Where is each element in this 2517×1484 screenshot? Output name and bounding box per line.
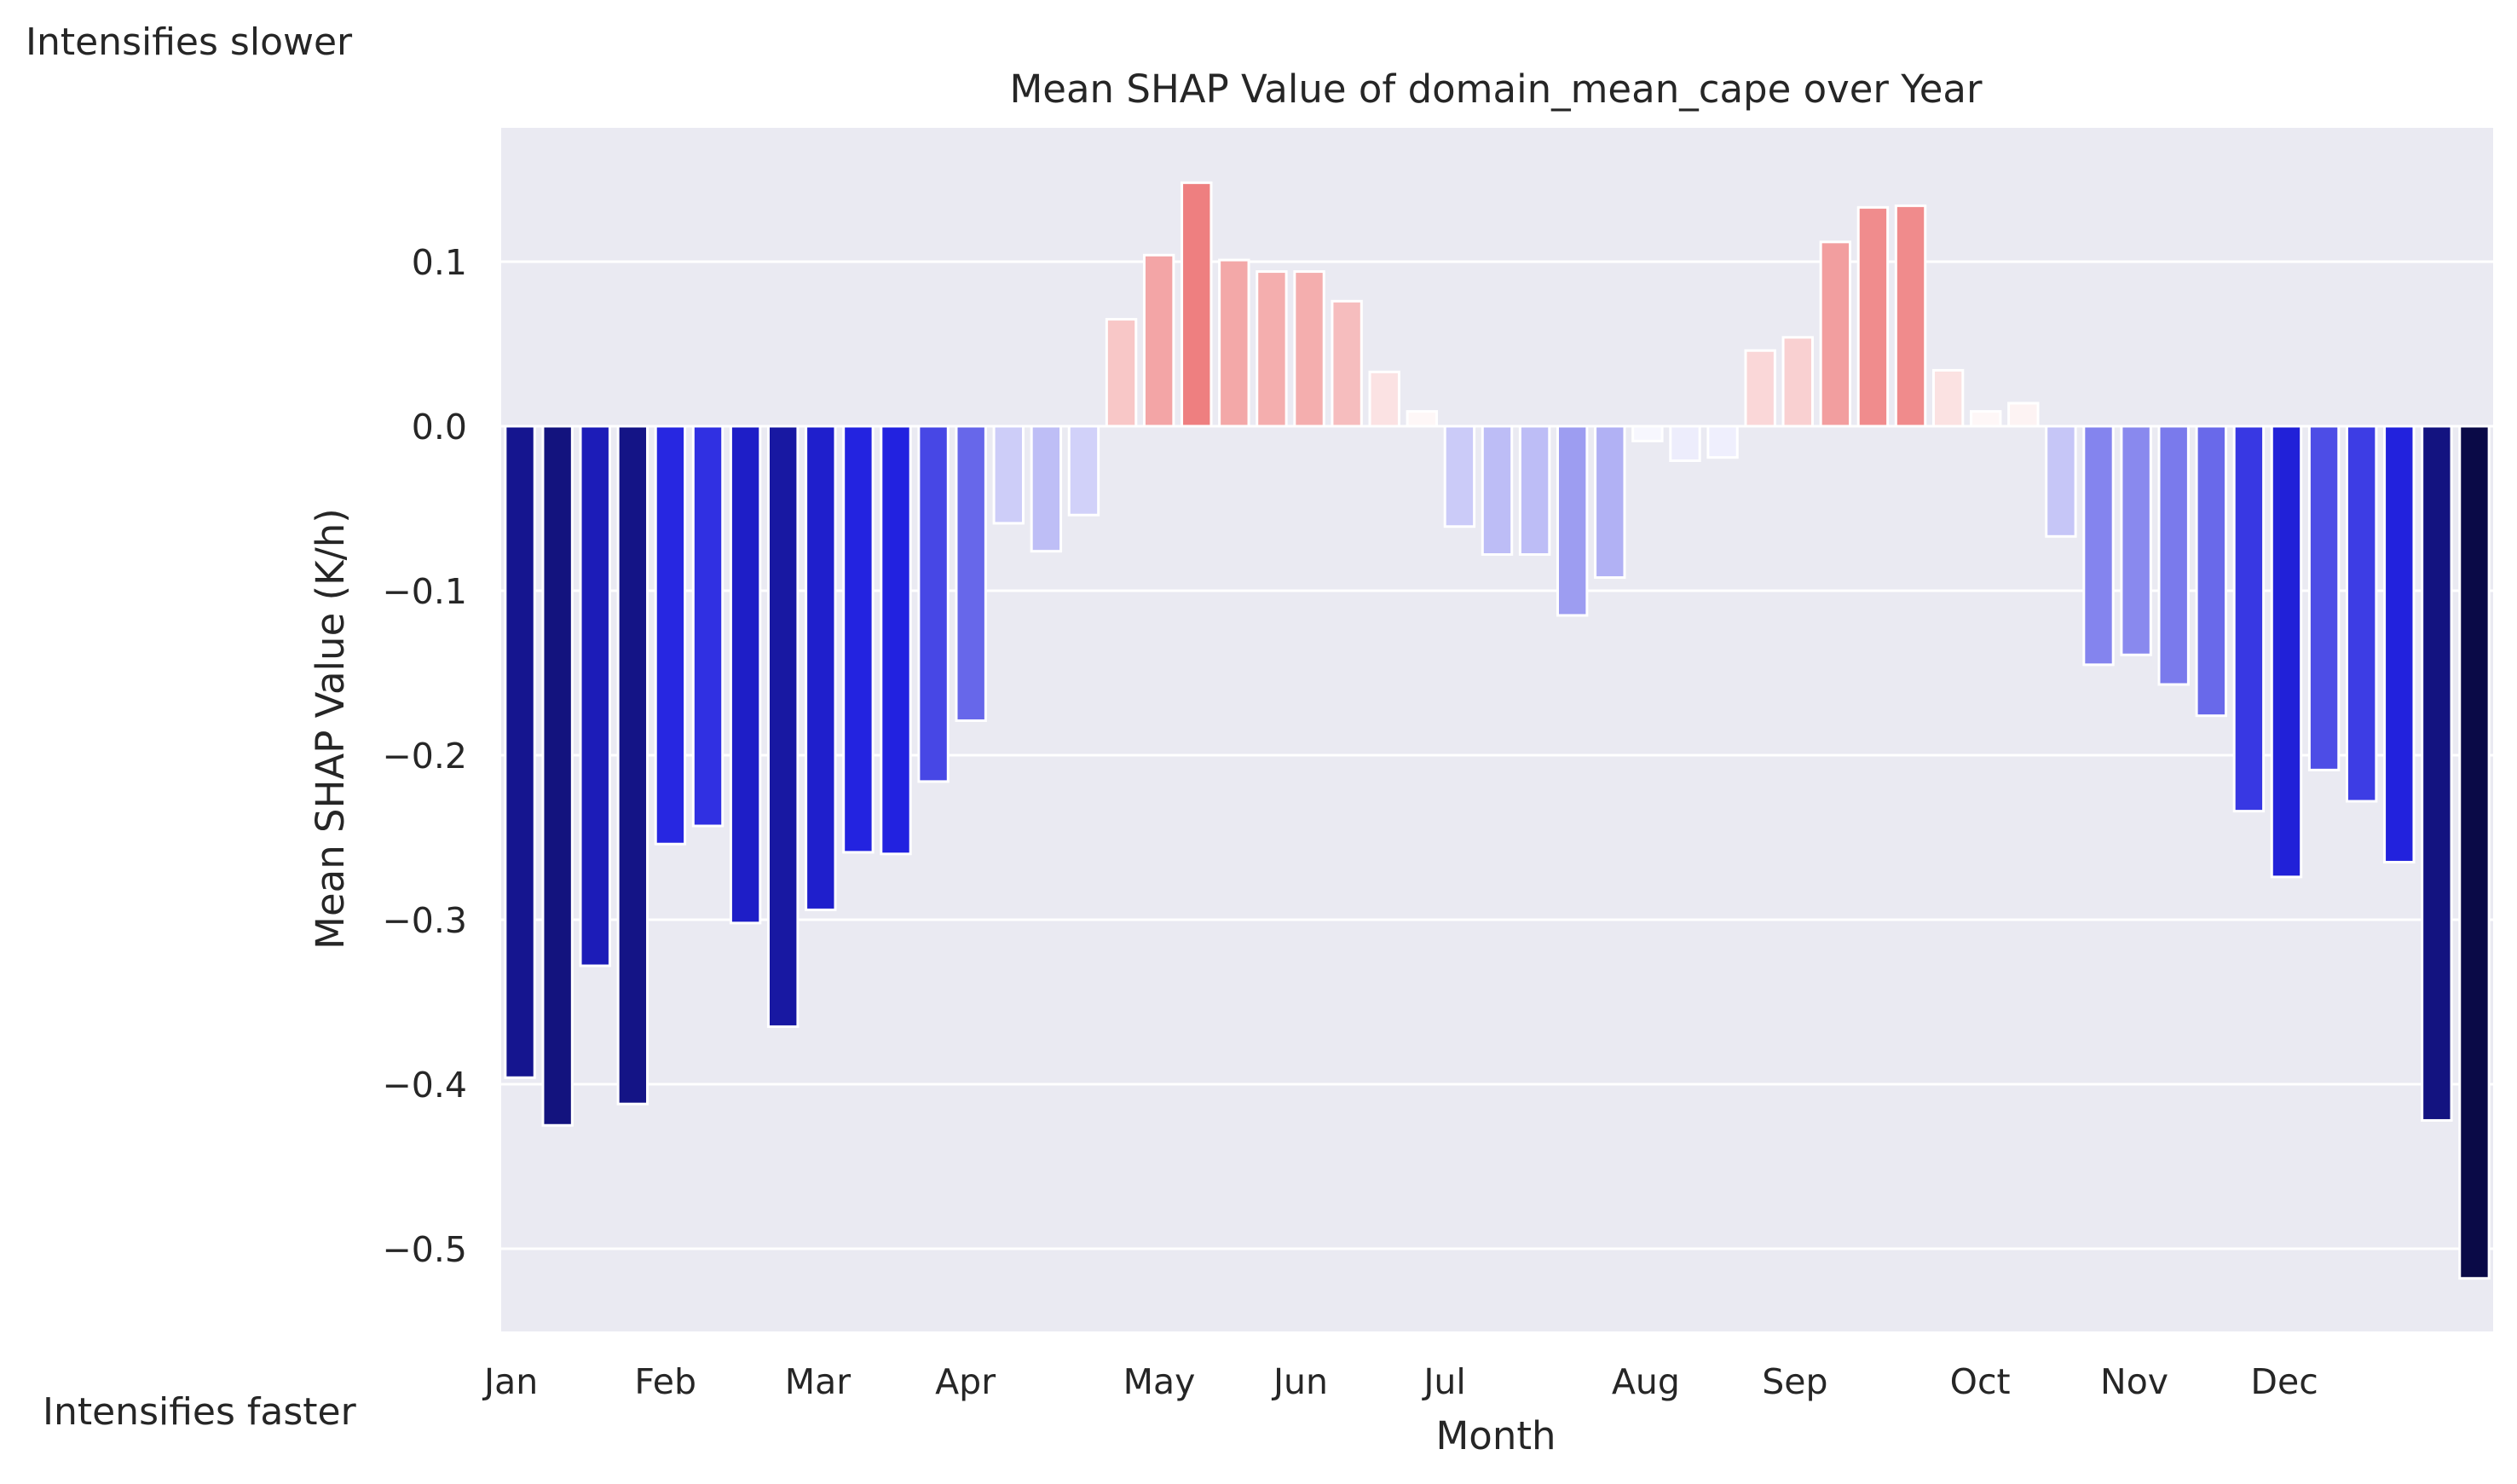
x-axis-label: Month: [1435, 1413, 1556, 1458]
bar: [504, 424, 536, 1079]
bar: [579, 424, 611, 967]
bar: [1706, 424, 1739, 459]
bar: [2421, 424, 2453, 1122]
bar: [1931, 368, 1965, 428]
y-tick-label: −0.3: [382, 900, 467, 941]
bar: [1970, 410, 2002, 428]
bar: [2307, 424, 2341, 771]
bar: [1631, 424, 1664, 442]
x-tick-label-may: May: [1123, 1361, 1196, 1402]
x-tick-label-dec: Dec: [2250, 1361, 2318, 1402]
bar: [880, 424, 912, 856]
x-tick-label-feb: Feb: [634, 1361, 696, 1402]
bar: [842, 424, 875, 854]
bar: [1744, 349, 1776, 428]
x-tick-label-jun: Jun: [1271, 1361, 1328, 1402]
plot-area: [501, 128, 2493, 1331]
bar: [1594, 424, 1626, 580]
bar: [1256, 270, 1288, 428]
bar: [1443, 424, 1476, 528]
bar: [541, 424, 574, 1127]
annotation-top-left: Intensifies slower: [26, 20, 353, 64]
chart-title: Mean SHAP Value of domain_mean_cape over…: [1009, 66, 1983, 112]
bar: [2157, 424, 2190, 686]
bar: [2120, 424, 2152, 656]
bar: [917, 424, 950, 783]
bar: [2345, 424, 2378, 803]
bar: [1406, 410, 1439, 428]
bar: [955, 424, 987, 722]
bar: [729, 424, 762, 925]
x-tick-label-jul: Jul: [1421, 1361, 1465, 1402]
x-tick-label-oct: Oct: [1950, 1361, 2011, 1402]
bar: [992, 424, 1025, 525]
x-axis-ticks: Jan Feb Mar Apr May Jun Jul Aug Sep Oct Nov Dec: [482, 1361, 2318, 1402]
bar: [2270, 424, 2303, 879]
bar: [2007, 401, 2040, 428]
y-tick-label: −0.1: [382, 571, 467, 612]
bar: [1067, 424, 1100, 517]
bar: [1293, 270, 1325, 428]
x-tick-label-apr: Apr: [935, 1361, 996, 1402]
bar: [691, 424, 725, 828]
bar: [1481, 424, 1514, 557]
annotation-bottom-left: Intensifies faster: [43, 1390, 357, 1434]
bar: [1105, 318, 1138, 428]
x-tick-label-aug: Aug: [1612, 1361, 1680, 1402]
bar: [1556, 424, 1589, 617]
bar: [1368, 370, 1400, 428]
x-tick-label-sep: Sep: [1762, 1361, 1827, 1402]
bar: [2383, 424, 2416, 863]
bar: [1142, 253, 1175, 428]
y-tick-label: −0.5: [382, 1229, 467, 1270]
bar: [2458, 424, 2491, 1280]
x-tick-label-mar: Mar: [785, 1361, 851, 1402]
y-tick-label: 0.1: [412, 242, 467, 283]
bar: [1331, 299, 1363, 428]
bar: [1218, 258, 1250, 428]
bar: [2195, 424, 2227, 718]
bar: [805, 424, 837, 911]
y-axis-label: Mean SHAP Value (K/h): [308, 508, 353, 950]
y-tick-label: 0.0: [412, 407, 467, 448]
bar: [1181, 181, 1213, 428]
bar: [1819, 240, 1852, 428]
bar: [2045, 424, 2077, 538]
y-tick-label: −0.2: [382, 736, 467, 777]
bar: [2082, 424, 2115, 667]
bars: [504, 181, 2491, 1280]
y-tick-label: −0.4: [382, 1065, 467, 1106]
bar: [1894, 204, 1927, 428]
bar: [1669, 424, 1701, 463]
bar: [767, 424, 800, 1028]
x-tick-label-nov: Nov: [2100, 1361, 2168, 1402]
bar: [1518, 424, 1551, 557]
x-tick-label-jan: Jan: [482, 1361, 538, 1402]
bar: [1030, 424, 1063, 553]
y-axis-ticks: 0.1 0.0 −0.1 −0.2 −0.3 −0.4 −0.5: [382, 242, 467, 1270]
bar: [654, 424, 687, 846]
bar: [1856, 205, 1890, 428]
bar: [616, 424, 649, 1106]
bar: [1781, 336, 1814, 428]
bar: [2232, 424, 2266, 813]
